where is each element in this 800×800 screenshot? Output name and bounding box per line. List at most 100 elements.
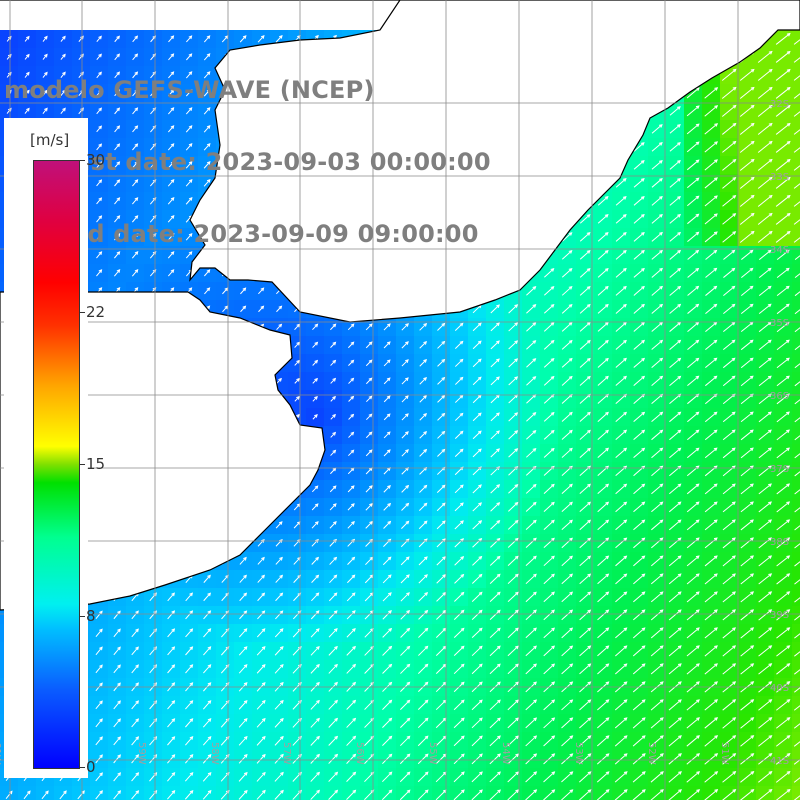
wind-speed-cell — [486, 786, 504, 800]
wind-vector-arrowhead — [279, 556, 283, 561]
wind-vector-arrowhead — [80, 89, 84, 94]
wind-speed-cell — [126, 786, 144, 800]
wind-speed-cell — [0, 786, 18, 800]
wind-vector-arrowhead — [713, 231, 718, 236]
wind-vector-arrowhead — [786, 230, 791, 235]
wind-vector-arrowhead — [189, 628, 194, 633]
wind-vector-arrow — [114, 143, 120, 151]
wind-vector-arrow — [705, 250, 717, 260]
wind-vector-arrow — [651, 537, 663, 549]
wind-vector-arrowhead — [405, 502, 410, 507]
wind-vector-arrowhead — [532, 519, 537, 524]
wind-vector-arrow — [42, 108, 48, 114]
wind-vector-arrow — [597, 322, 609, 332]
wind-vector-arrow — [687, 340, 699, 350]
wind-vector-arrow — [687, 268, 699, 278]
wind-vector-arrowhead — [587, 519, 592, 524]
wind-vector-arrow — [96, 179, 102, 187]
wind-speed-cell — [360, 786, 378, 800]
wind-vector-arrowhead — [677, 124, 681, 128]
wind-vector-arrow — [400, 628, 410, 638]
wind-vector-arrow — [740, 393, 754, 405]
wind-vector-arrowhead — [713, 285, 718, 290]
wind-vector-arrow — [293, 557, 301, 565]
wind-vector-arrowhead — [188, 161, 193, 165]
wind-vector-arrow — [507, 627, 519, 639]
wind-vector-arrowhead — [261, 556, 265, 561]
wind-vector-arrow — [328, 628, 338, 638]
wind-vector-arrow — [185, 143, 193, 151]
wind-vector-arrowhead — [278, 305, 283, 310]
wind-vector-arrowhead — [695, 267, 700, 272]
wind-vector-arrowhead — [170, 214, 175, 219]
wind-vector-arrow — [776, 267, 790, 279]
wind-vector-arrowhead — [586, 250, 591, 254]
wind-vector-arrowhead — [604, 321, 609, 326]
wind-vector-arrowhead — [170, 233, 175, 237]
wind-vector-arrowhead — [605, 429, 609, 434]
wind-vector-arrowhead — [768, 50, 773, 55]
wind-vector-arrowhead — [532, 340, 537, 344]
wind-vector-arrow — [561, 268, 573, 278]
wind-vector-arrow — [383, 521, 391, 529]
wind-vector-arrow — [757, 195, 773, 207]
wind-vector-arrow — [348, 414, 354, 420]
wind-vector-arrow — [167, 161, 175, 169]
wind-vector-arrow — [543, 358, 555, 368]
wind-vector-arrow — [419, 485, 427, 493]
wind-vector-arrow — [418, 520, 428, 530]
wind-vector-arrowhead — [188, 143, 193, 147]
wind-vector-arrowhead — [677, 177, 681, 182]
wind-vector-arrow — [78, 107, 84, 115]
wind-vector-arrow — [186, 35, 192, 43]
wind-vector-arrow — [597, 214, 609, 224]
wind-vector-arrowhead — [677, 447, 682, 452]
wind-vector-arrowhead — [278, 521, 283, 525]
wind-vector-arrowhead — [731, 303, 736, 308]
wind-vector-arrowhead — [714, 609, 718, 613]
wind-vector-arrow — [776, 555, 790, 567]
wind-vector-arrowhead — [314, 503, 319, 508]
wind-vector-arrowhead — [459, 376, 464, 381]
wind-vector-arrow — [185, 233, 193, 241]
wind-vector-arrow — [758, 321, 772, 333]
wind-vector-arrow — [382, 574, 392, 584]
wind-vector-arrow — [543, 286, 555, 296]
wind-vector-arrowhead — [423, 502, 428, 507]
wind-vector-arrowhead — [206, 160, 211, 165]
wind-vector-arrowhead — [641, 573, 646, 578]
wind-vector-arrow — [453, 610, 465, 620]
wind-vector-arrow — [96, 197, 102, 205]
wind-vector-arrow — [185, 161, 193, 169]
wind-vector-arrow — [633, 376, 645, 386]
wind-vector-arrow — [722, 555, 736, 567]
wind-vector-arrow — [401, 521, 409, 529]
wind-vector-arrow — [508, 340, 518, 350]
wind-vector-arrowhead — [496, 502, 501, 506]
wind-vector-arrow — [472, 502, 482, 512]
wind-vector-arrow — [114, 215, 120, 223]
wind-vector-arrowhead — [478, 520, 483, 524]
wind-vector-arrow — [454, 448, 464, 458]
wind-vector-arrowhead — [188, 125, 193, 129]
wind-vector-arrow — [615, 555, 627, 567]
wind-vector-arrow — [650, 609, 664, 621]
wind-vector-arrow — [615, 501, 627, 513]
wind-vector-arrow — [633, 232, 645, 242]
wind-vector-arrowhead — [713, 429, 718, 434]
wind-vector-arrow — [615, 429, 627, 441]
wind-vector-arrow — [650, 573, 664, 585]
wind-vector-arrowhead — [296, 395, 300, 400]
wind-vector-arrowhead — [768, 104, 773, 109]
wind-vector-arrow — [401, 359, 409, 367]
wind-vector-arrow — [669, 447, 681, 459]
wind-vector-arrowhead — [587, 501, 591, 506]
wind-vector-arrowhead — [405, 377, 409, 381]
wind-speed-cell — [792, 480, 800, 498]
wind-vector-arrow — [489, 556, 501, 566]
wind-vector-arrow — [597, 340, 609, 350]
wind-vector-arrow — [382, 556, 392, 566]
wind-vector-arrowhead — [586, 321, 591, 326]
wind-vector-arrowhead — [677, 609, 682, 614]
